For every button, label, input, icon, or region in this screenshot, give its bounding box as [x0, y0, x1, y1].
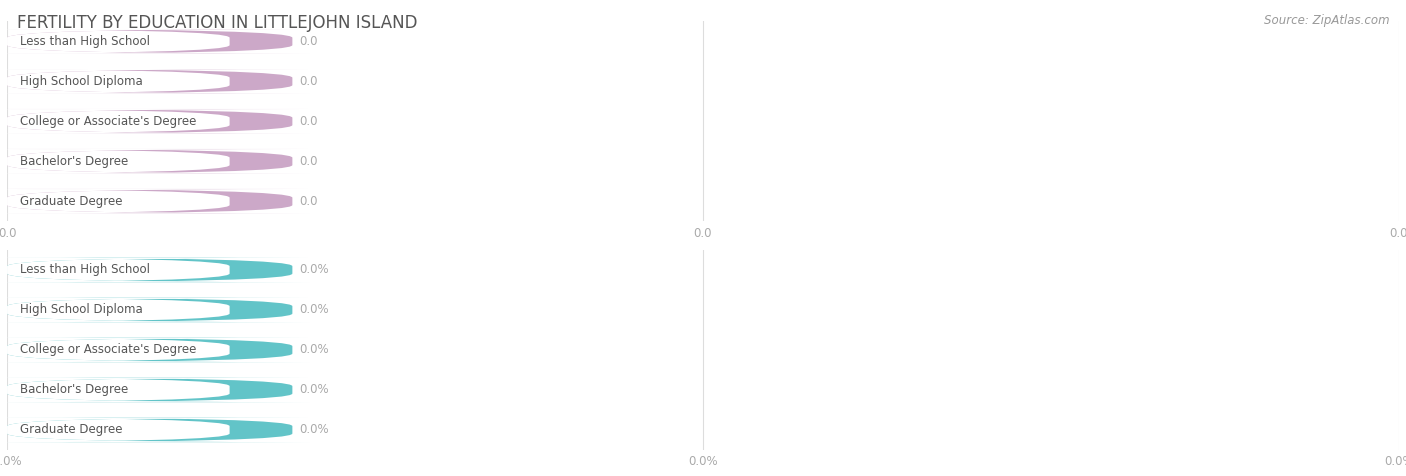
Text: 0.0: 0.0: [299, 115, 318, 128]
FancyBboxPatch shape: [0, 417, 309, 442]
FancyBboxPatch shape: [0, 298, 309, 322]
Text: High School Diploma: High School Diploma: [20, 75, 143, 88]
Text: College or Associate's Degree: College or Associate's Degree: [20, 343, 197, 357]
Text: College or Associate's Degree: College or Associate's Degree: [20, 115, 197, 128]
FancyBboxPatch shape: [0, 258, 309, 282]
Text: Graduate Degree: Graduate Degree: [20, 195, 122, 208]
Text: 0.0%: 0.0%: [299, 263, 329, 277]
Text: Bachelor's Degree: Bachelor's Degree: [20, 155, 128, 168]
Text: 0.0: 0.0: [299, 155, 318, 168]
FancyBboxPatch shape: [0, 109, 309, 134]
FancyBboxPatch shape: [0, 377, 309, 402]
Text: 0.0%: 0.0%: [299, 343, 329, 357]
FancyBboxPatch shape: [0, 69, 309, 94]
FancyBboxPatch shape: [0, 337, 309, 362]
Text: 0.0%: 0.0%: [299, 423, 329, 436]
FancyBboxPatch shape: [0, 337, 309, 362]
FancyBboxPatch shape: [0, 417, 309, 442]
Text: FERTILITY BY EDUCATION IN LITTLEJOHN ISLAND: FERTILITY BY EDUCATION IN LITTLEJOHN ISL…: [17, 14, 418, 32]
Text: Less than High School: Less than High School: [20, 35, 150, 48]
Text: High School Diploma: High School Diploma: [20, 303, 143, 317]
FancyBboxPatch shape: [0, 69, 309, 94]
FancyBboxPatch shape: [0, 29, 309, 54]
Text: Source: ZipAtlas.com: Source: ZipAtlas.com: [1264, 14, 1389, 27]
Text: 0.0%: 0.0%: [299, 303, 329, 317]
FancyBboxPatch shape: [0, 29, 309, 54]
FancyBboxPatch shape: [0, 377, 309, 402]
FancyBboxPatch shape: [0, 258, 309, 282]
FancyBboxPatch shape: [0, 149, 309, 174]
Text: 0.0: 0.0: [299, 195, 318, 208]
FancyBboxPatch shape: [0, 189, 309, 214]
FancyBboxPatch shape: [0, 189, 309, 214]
Text: 0.0: 0.0: [299, 35, 318, 48]
FancyBboxPatch shape: [0, 298, 309, 322]
Text: Bachelor's Degree: Bachelor's Degree: [20, 383, 128, 397]
Text: Less than High School: Less than High School: [20, 263, 150, 277]
Text: 0.0%: 0.0%: [299, 383, 329, 397]
Text: Graduate Degree: Graduate Degree: [20, 423, 122, 436]
FancyBboxPatch shape: [0, 109, 309, 134]
FancyBboxPatch shape: [0, 149, 309, 174]
Text: 0.0: 0.0: [299, 75, 318, 88]
